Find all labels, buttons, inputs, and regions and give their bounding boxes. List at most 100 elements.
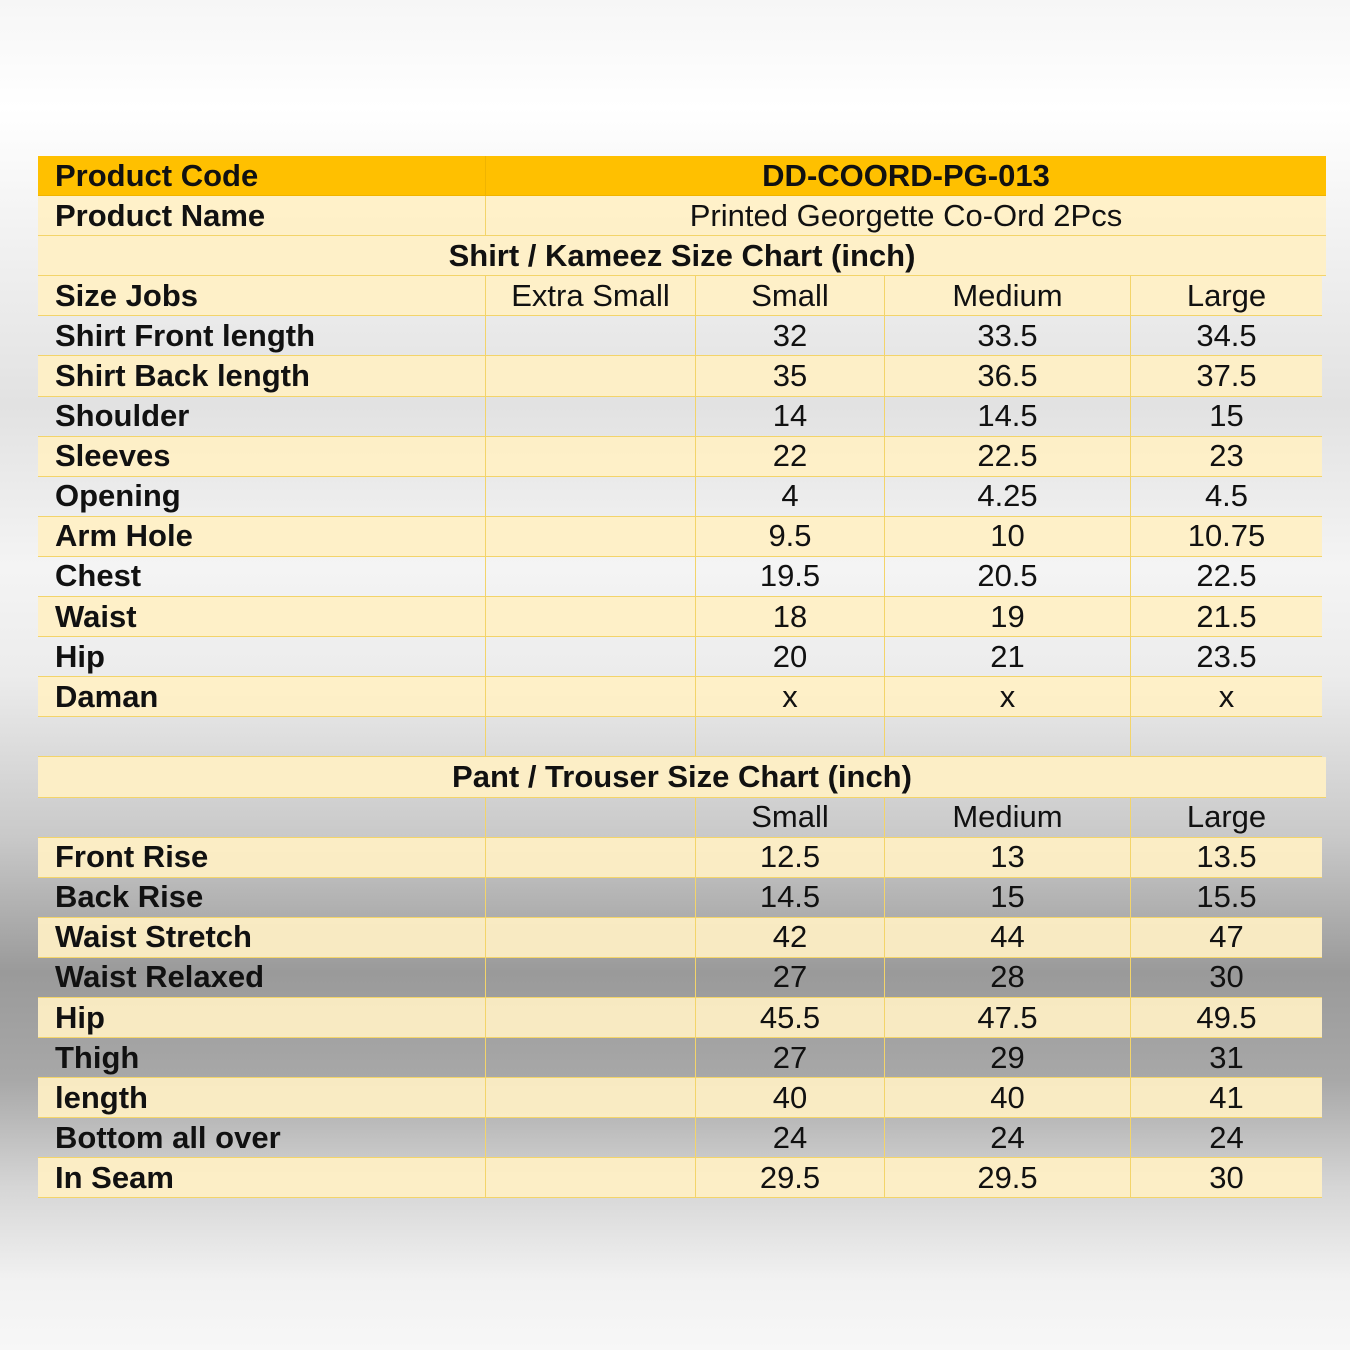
value-large: 41 [1131, 1078, 1322, 1119]
measure-label: Thigh [38, 1038, 486, 1079]
value-large: 24 [1131, 1118, 1322, 1159]
measure-label: Waist Stretch [38, 917, 486, 958]
table-row: Hip 45.5 47.5 49.5 [38, 997, 1326, 1039]
value-extra-small [486, 356, 696, 397]
value-medium: 36.5 [885, 356, 1131, 397]
value-extra-small [486, 837, 696, 878]
value-small: 27 [696, 1038, 885, 1079]
empty-cell [885, 717, 1131, 758]
table-row: Waist Relaxed 27 28 30 [38, 957, 1326, 998]
empty-cell [38, 717, 486, 758]
value-extra-small [486, 516, 696, 557]
value-large: 21.5 [1131, 597, 1322, 638]
table-row: Bottom all over 24 24 24 [38, 1118, 1326, 1159]
value-small: 40 [696, 1078, 885, 1119]
value-large: 10.75 [1131, 516, 1322, 557]
pant-chart-title-row: Pant / Trouser Size Chart (inch) [38, 757, 1326, 798]
value-extra-small [486, 1078, 696, 1119]
value-medium: 24 [885, 1118, 1131, 1159]
table-row: Thigh 27 29 31 [38, 1038, 1326, 1079]
measure-label: Shoulder [38, 396, 486, 437]
table-row: In Seam 29.5 29.5 30 [38, 1158, 1326, 1199]
extra-small-header: Extra Small [486, 276, 696, 317]
measure-label: Sleeves [38, 436, 486, 477]
measure-label: Arm Hole [38, 516, 486, 557]
measure-label: In Seam [38, 1158, 486, 1199]
value-extra-small [486, 316, 696, 357]
value-medium: 14.5 [885, 396, 1131, 437]
large-header: Large [1131, 276, 1322, 317]
table-row: Waist 18 19 21.5 [38, 597, 1326, 638]
measure-label: Waist [38, 597, 486, 638]
value-extra-small [486, 877, 696, 918]
measure-label: Bottom all over [38, 1118, 486, 1159]
table-row: Opening 4 4.25 4.5 [38, 476, 1326, 517]
table-row: Sleeves 22 22.5 23 [38, 436, 1326, 477]
product-name-value: Printed Georgette Co-Ord 2Pcs [486, 196, 1326, 237]
value-extra-small [486, 556, 696, 598]
value-small: 14 [696, 396, 885, 437]
measure-label: Hip [38, 637, 486, 678]
measure-label: Shirt Back length [38, 356, 486, 397]
empty-cell [486, 717, 696, 758]
value-large: 15.5 [1131, 878, 1322, 918]
table-row: Daman x x x [38, 677, 1326, 718]
value-medium: 44 [885, 917, 1131, 958]
value-extra-small [486, 637, 696, 678]
spacer-row [38, 717, 1326, 758]
pant-chart-title: Pant / Trouser Size Chart (inch) [38, 757, 1326, 798]
value-medium: 20.5 [885, 556, 1131, 598]
value-large: 13.5 [1131, 837, 1322, 878]
value-medium: 33.5 [885, 316, 1131, 357]
value-extra-small [486, 917, 696, 958]
value-large: 30 [1131, 1158, 1322, 1199]
value-extra-small [486, 436, 696, 477]
size-chart-table: Product Code DD-COORD-PG-013 Product Nam… [38, 156, 1326, 1199]
table-row: Arm Hole 9.5 10 10.75 [38, 516, 1326, 557]
value-medium: 28 [885, 957, 1131, 998]
table-row: Waist Stretch 42 44 47 [38, 917, 1326, 958]
value-small: 32 [696, 316, 885, 357]
value-small: 29.5 [696, 1158, 885, 1199]
value-extra-small [486, 476, 696, 517]
product-code-row: Product Code DD-COORD-PG-013 [38, 156, 1326, 197]
value-small: 27 [696, 957, 885, 998]
value-extra-small [486, 997, 696, 1039]
value-small: 45.5 [696, 997, 885, 1039]
measure-label: length [38, 1078, 486, 1119]
value-medium: 15 [885, 877, 1131, 918]
value-small: 20 [696, 637, 885, 678]
value-medium: 47.5 [885, 997, 1131, 1039]
value-medium: 4.25 [885, 476, 1131, 517]
size-jobs-header: Size Jobs [38, 276, 486, 317]
value-small: 18 [696, 597, 885, 638]
value-medium: 19 [885, 597, 1131, 638]
value-medium: 13 [885, 837, 1131, 878]
table-row: Back Rise 14.5 15 15.5 [38, 877, 1326, 918]
value-large: 49.5 [1131, 997, 1322, 1039]
value-large: 23 [1131, 436, 1322, 477]
measure-label: Front Rise [38, 837, 486, 878]
table-row: Chest 19.5 20.5 22.5 [38, 556, 1326, 598]
value-large: x [1131, 677, 1322, 718]
value-small: x [696, 677, 885, 718]
pant-medium-header: Medium [885, 797, 1131, 838]
value-small: 22 [696, 436, 885, 477]
value-large: 22.5 [1131, 557, 1322, 598]
value-small: 35 [696, 356, 885, 397]
product-code-label: Product Code [38, 156, 486, 197]
value-extra-small [486, 1038, 696, 1079]
empty-cell [1131, 717, 1322, 758]
medium-header: Medium [885, 276, 1131, 317]
pant-large-header: Large [1131, 798, 1322, 838]
value-extra-small [486, 677, 696, 718]
table-row: Shoulder 14 14.5 15 [38, 396, 1326, 437]
shirt-size-header-row: Size Jobs Extra Small Small Medium Large [38, 276, 1326, 317]
pant-extra-small-header [486, 797, 696, 838]
value-medium: 21 [885, 637, 1131, 678]
table-row: Shirt Back length 35 36.5 37.5 [38, 356, 1326, 397]
value-small: 42 [696, 917, 885, 958]
value-extra-small [486, 957, 696, 998]
small-header: Small [696, 276, 885, 317]
table-row: Front Rise 12.5 13 13.5 [38, 837, 1326, 878]
